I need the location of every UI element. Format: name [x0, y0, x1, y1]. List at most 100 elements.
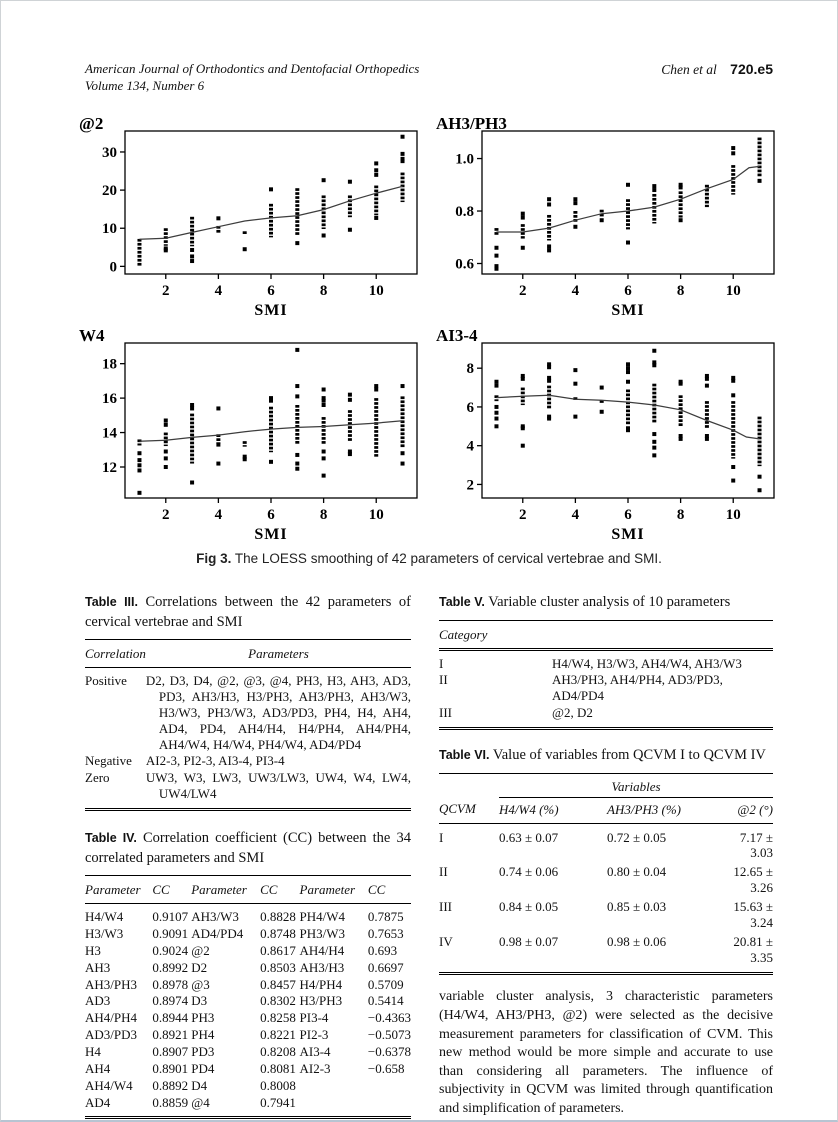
col-header-parameter: Parameter: [299, 875, 360, 905]
col-header-ah3ph3: AH3/PH3 (%): [607, 797, 725, 824]
parameter-cell: AH3/H3: [299, 959, 345, 975]
parameter-cell: H3: [85, 942, 101, 958]
svg-text:2: 2: [519, 507, 527, 523]
loess-line: [139, 420, 403, 442]
at2-value-cell: 7.17 ± 3.03: [739, 829, 773, 861]
cc-cell: 0.8208: [260, 1044, 296, 1059]
table-row: II AH3/PH3, AH4/PH4, AD3/PD3, AD4/PD4: [439, 672, 773, 705]
cluster-parameters-cell: H4/W4, H3/W3, AH4/W4, AH3/W3: [552, 655, 742, 671]
plot-ah3ph3: AH3/PH3 0.6 0.8 1.0 2 4 6 8 10 SMI: [436, 114, 781, 323]
cc-cell: −0.6378: [367, 1044, 411, 1059]
svg-text:1.0: 1.0: [455, 152, 474, 168]
cluster-parameters-cell: AH3/PH3, AH4/PH4, AD3/PD3, AD4/PD4: [552, 672, 723, 704]
figure-caption: Fig 3. The LOESS smoothing of 42 paramet…: [85, 551, 773, 566]
svg-text:6: 6: [624, 283, 632, 299]
parameter-cell: AI2-3: [299, 1060, 331, 1076]
y-axis: 0 10 20 30: [102, 145, 125, 275]
category-cell: I: [439, 655, 444, 671]
plot-frame: [481, 130, 775, 275]
cc-cell: 0.6697: [367, 959, 404, 975]
cc-cell: 0.8258: [260, 1010, 296, 1026]
body-paragraph-2-text: shows a patient’s LCR and hand-wrist fil…: [439, 1120, 773, 1121]
cc-cell: 0.8748: [260, 925, 296, 941]
ah3ph3-value-cell: 0.98 ± 0.06: [607, 933, 667, 949]
col-header-parameter: Parameter: [191, 875, 253, 905]
parameter-cell: D3: [191, 993, 208, 1009]
col-header-blank: [552, 620, 773, 651]
parameter-cell: @4: [191, 1094, 210, 1110]
journal-info: American Journal of Orthodontics and Den…: [85, 61, 419, 95]
col-header-cc: CC: [359, 875, 411, 905]
loess-line: [496, 394, 760, 440]
table-row: AH3 0.8992 D2 0.8503 AH3/H3 0.6697: [85, 959, 411, 976]
col-header-at2: @2 (°): [725, 797, 773, 824]
table-row: AH4 0.8901 PD4 0.8081 AI2-3 −0.658: [85, 1060, 411, 1077]
table-row: H4 0.8907 PD3 0.8208 AI3-4 −0.6378: [85, 1044, 411, 1061]
table-row: H4/W4 0.9107 AH3/W3 0.8828 PH4/W4 0.7875: [85, 904, 411, 926]
parameters-cell: D2, D3, D4, @2, @3, @4, PH3, H3, AH3, AD…: [145, 673, 411, 752]
col-header-parameter: Parameter: [85, 875, 145, 905]
left-column: Table III. Correlations between the 42 p…: [85, 593, 411, 1120]
scatter-points: [494, 348, 762, 493]
parameter-cell: H4/PH4: [299, 976, 343, 992]
table-6-label: Table VI.: [439, 748, 490, 762]
table-row: AD3 0.8974 D3 0.8302 H3/PH3 0.5414: [85, 993, 411, 1010]
table-6: Table VI. Value of variables from QCVM I…: [439, 746, 773, 976]
h4w4-value-cell: 0.74 ± 0.06: [499, 864, 559, 880]
cc-cell: 0.8081: [260, 1060, 296, 1076]
cc-cell: −0.5073: [367, 1027, 411, 1043]
col-header-h4w4: H4/W4 (%): [499, 797, 607, 824]
col-header-cc: CC: [144, 875, 192, 905]
table-3-title-text: Correlations between the 42 parameters o…: [85, 594, 411, 630]
cc-cell: 0.9024: [152, 942, 189, 958]
loess-line: [496, 165, 760, 233]
table-row: III 0.84 ± 0.05 0.85 ± 0.03 15.63 ± 3.24: [439, 898, 773, 933]
x-axis-label: SMI: [611, 302, 644, 318]
svg-text:14: 14: [102, 426, 118, 442]
svg-text:4: 4: [572, 507, 580, 523]
table-4: Table IV. Correlation coefficient (CC) b…: [85, 829, 411, 1120]
plot-ai34: AI3-4 2 4 6 8 2 4 6 8 10 SMI: [436, 326, 781, 547]
svg-text:8: 8: [320, 283, 328, 299]
parameter-cell: D2: [191, 959, 208, 975]
cc-cell: −0.4363: [367, 1010, 411, 1026]
x-axis-label: SMI: [254, 526, 287, 542]
svg-text:6: 6: [467, 400, 475, 416]
parameter-cell: AH4/H4: [299, 942, 345, 958]
parameter-cell: AH3: [85, 959, 111, 975]
parameter-cell: [300, 1077, 360, 1094]
table-3-title: Table III. Correlations between the 42 p…: [85, 593, 411, 632]
figure-4-link[interactable]: Figure 4: [456, 1120, 506, 1121]
svg-text:18: 18: [102, 357, 117, 373]
parameter-cell: [300, 1094, 360, 1118]
table-3-grid: Correlation Parameters Positive D2, D3, …: [85, 639, 411, 811]
parameter-cell: AH4: [85, 1060, 111, 1076]
table-row: III @2, D2: [439, 705, 773, 729]
qcvm-stage-cell: IV: [439, 933, 453, 949]
table-row: AH4/W4 0.8892 D4 0.8008: [85, 1077, 411, 1094]
svg-text:30: 30: [102, 145, 117, 161]
h4w4-value-cell: 0.98 ± 0.07: [499, 933, 559, 949]
cc-cell: 0.7653: [367, 925, 404, 941]
spanner-blank: [439, 773, 499, 797]
svg-text:8: 8: [320, 507, 328, 523]
parameter-cell: AH3/PH3: [85, 976, 138, 992]
correlation-cell: Zero: [85, 770, 110, 786]
svg-text:0: 0: [110, 259, 118, 275]
plot-title: AH3/PH3: [436, 115, 507, 133]
authors-ref: Chen et al: [661, 62, 717, 77]
plot-w4: W4 12 14 16 18 2 4 6 8 10 SMI: [79, 326, 424, 547]
parameter-cell: H3/W3: [85, 925, 124, 941]
cc-cell: 0.7875: [367, 909, 404, 925]
col-header-parameters: Parameters: [145, 639, 411, 669]
table-row: Zero UW3, W3, LW3, UW3/LW3, UW4, W4, LW4…: [85, 770, 411, 810]
parameter-cell: @2: [191, 942, 210, 958]
parameter-cell: PH3: [191, 1010, 215, 1026]
table-row: IV 0.98 ± 0.07 0.98 ± 0.06 20.81 ± 3.35: [439, 932, 773, 974]
parameter-cell: H4: [85, 1044, 101, 1059]
parameter-cell: PD4: [191, 1060, 215, 1076]
x-axis: 2 4 6 8 10: [519, 274, 741, 299]
table-row: AH3/PH3 0.8978 @3 0.8457 H4/PH4 0.5709: [85, 976, 411, 993]
plots-grid: @2 0 10 20 30 2 4 6 8 10 SMI AH3/PH3 0.6 0.8 1.0 2 4 6 8 1…: [79, 114, 781, 547]
plot-title: AI3-4: [436, 327, 478, 345]
